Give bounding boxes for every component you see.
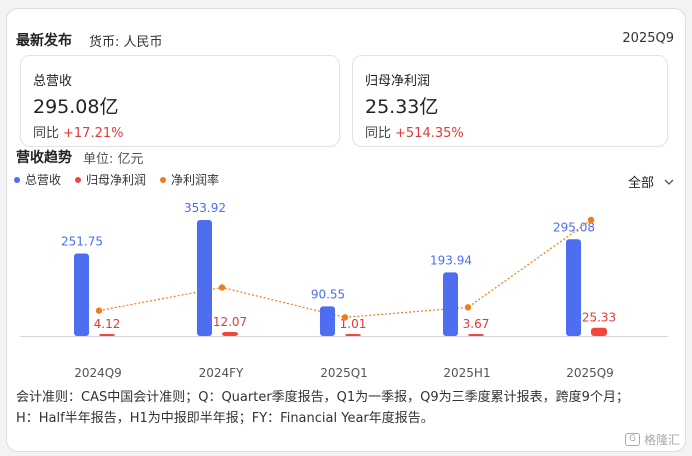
legend-item-margin[interactable]: 净利润率 [160,171,219,188]
margin-point [218,284,226,291]
margin-point [95,307,103,314]
footnote: 会计准则：CAS中国会计准则；Q：Quarter季度报告，Q1为一季报，Q9为三… [16,387,666,429]
x-tick-label: 2024FY [199,366,244,380]
watermark: G 格隆汇 [624,431,680,448]
yoy-label: 同比 [365,126,392,141]
legend-item-net-profit[interactable]: 归母净利润 [75,171,146,188]
revenue-yoy: 同比 +17.21% [33,122,123,141]
revenue-bar [443,272,458,336]
revenue-data-label: 251.75 [61,234,103,248]
margin-point [587,216,595,224]
net-profit-bar [99,334,115,336]
unit-label: 单位: 亿元 [83,152,144,167]
net-profit-bar [222,332,238,336]
footnote-line-1: 会计准则：CAS中国会计准则；Q：Quarter季度报告，Q1为一季报，Q9为三… [16,390,629,405]
revenue-data-label: 295.08 [553,220,595,234]
net-profit-value: 25.33亿 [365,96,439,118]
revenue-data-label: 193.94 [430,253,472,267]
net-profit-stat-card: 归母净利润 25.33亿 同比 +514.35% [352,55,668,147]
scope-dropdown[interactable]: 全部 [628,172,674,191]
net-profit-data-label: 25.33 [582,311,616,325]
revenue-bar [197,220,212,336]
yoy-value: +17.21% [63,126,124,141]
revenue-trend-title: 营收趋势 [16,150,72,166]
yoy-label: 同比 [33,126,60,141]
revenue-label: 总营收 [33,74,73,89]
margin-point [341,314,349,321]
chevron-down-icon [664,179,674,185]
revenue-stat-card: 总营收 295.08亿 同比 +17.21% [20,55,340,147]
x-tick-label: 2025H1 [443,366,490,380]
net-profit-bar [345,334,361,336]
net-profit-bar [591,327,607,336]
latest-release-title: 最新发布 [16,33,72,49]
legend-label: 归母净利润 [86,173,147,187]
margin-point [464,304,472,311]
period-label: 2025Q9 [622,31,674,46]
logo-icon: G [624,433,640,446]
legend-dot-icon [160,176,167,183]
revenue-data-label: 90.55 [311,287,345,301]
financial-card [6,8,686,452]
net-profit-bar [468,334,484,336]
legend-item-revenue[interactable]: 总营收 [14,171,61,188]
net-profit-data-label: 3.67 [463,317,490,331]
chart-legend: 总营收 归母净利润 净利润率 [14,171,219,188]
revenue-trend-chart: 251.75 4.12 2024Q9 353.92 12.07 2024FY 90.55 1.… [20,201,668,380]
revenue-bar [566,239,581,336]
net-profit-label: 归母净利润 [365,74,431,89]
scope-value: 全部 [627,176,654,191]
watermark-text: 格隆汇 [643,433,680,447]
revenue-data-label: 353.92 [184,201,226,215]
yoy-value: +514.35% [395,126,464,141]
legend-dot-icon [14,176,20,183]
revenue-value: 295.08亿 [33,96,119,118]
net-profit-yoy: 同比 +514.35% [365,122,464,141]
x-tick-label: 2025Q9 [566,366,614,380]
revenue-bar [74,253,89,336]
net-profit-data-label: 4.12 [94,317,121,331]
x-tick-label: 2024Q9 [74,366,122,380]
net-profit-data-label: 1.01 [340,317,367,331]
x-tick-label: 2025Q1 [320,366,368,380]
revenue-bar [320,306,335,336]
legend-dot-icon [75,176,82,183]
net-profit-data-label: 12.07 [213,315,247,329]
currency-label: 货币: 人民币 [89,35,163,50]
margin-line [98,219,592,318]
legend-label: 总营收 [25,173,62,187]
legend-label: 净利润率 [171,173,220,187]
footnote-line-2: H：Half半年报告，H1为中报即半年报；FY：Financial Year年度… [16,411,434,426]
